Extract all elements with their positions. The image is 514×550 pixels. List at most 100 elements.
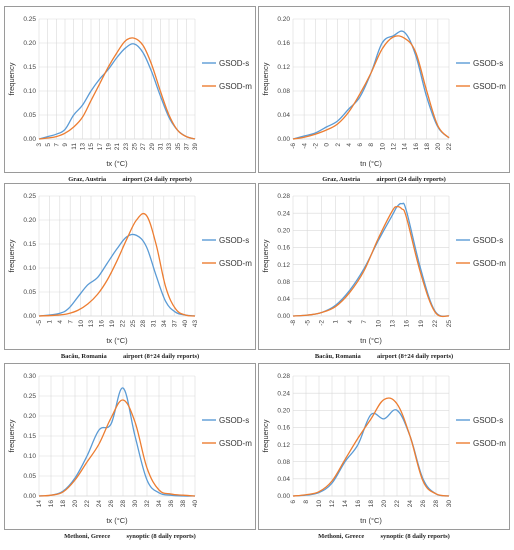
legend-label: GSOD-s bbox=[473, 59, 503, 68]
chart-panel: 0.00 0.04 0.08 0.12 0.16 0.20 0.24 0.28 6 8 10 12 14… bbox=[258, 363, 510, 530]
y-tick-label: 0.25 bbox=[23, 393, 36, 400]
chart-caption: Methoni, Greece synoptic (8 daily report… bbox=[64, 533, 196, 540]
x-tick-label: 12 bbox=[329, 500, 336, 508]
y-tick-label: 0.08 bbox=[277, 459, 290, 466]
x-tick-label: 34 bbox=[156, 500, 163, 508]
y-tick-label: 0.16 bbox=[277, 40, 290, 47]
x-tick-label: 13 bbox=[389, 320, 396, 328]
x-axis-label: tx (°C) bbox=[106, 516, 128, 525]
y-tick-label: 0.25 bbox=[23, 193, 36, 200]
x-tick-label: 34 bbox=[161, 320, 168, 328]
x-tick-label: 16 bbox=[99, 320, 106, 328]
y-tick-label: 0.28 bbox=[277, 193, 290, 200]
x-tick-label: 40 bbox=[182, 320, 189, 328]
legend-label: GSOD-m bbox=[219, 439, 252, 448]
y-tick-label: 0.12 bbox=[277, 442, 290, 449]
y-tick-label: 0.10 bbox=[23, 265, 36, 272]
x-tick-label: -2 bbox=[319, 320, 326, 326]
x-tick-label: 13 bbox=[80, 143, 87, 151]
x-tick-label: 21 bbox=[114, 143, 121, 151]
y-tick-label: 0.28 bbox=[277, 373, 290, 380]
x-tick-label: 14 bbox=[36, 500, 43, 508]
x-tick-label: 16 bbox=[404, 320, 411, 328]
chart-caption: Bacău, Romania airport (8÷24 daily repor… bbox=[314, 353, 454, 360]
y-tick-label: 0.12 bbox=[277, 64, 290, 71]
x-tick-label: 18 bbox=[60, 500, 67, 508]
x-tick-label: 28 bbox=[433, 500, 440, 508]
chart-svg: 0.000.050.100.150.200.253 5 7 9 11 13 15 17 19 21… bbox=[7, 16, 252, 168]
x-tick-label: 20 bbox=[72, 500, 79, 508]
x-tick-label: -4 bbox=[301, 143, 308, 149]
x-tick-label: 26 bbox=[420, 500, 427, 508]
x-tick-label: 22 bbox=[432, 320, 439, 328]
y-tick-label: 0.20 bbox=[23, 40, 36, 47]
x-axis-label: tx (°C) bbox=[106, 159, 128, 168]
y-tick-label: 0.20 bbox=[277, 227, 290, 234]
chart-caption: Bacău, Romania airport (8÷24 daily repor… bbox=[60, 353, 200, 360]
legend-label: GSOD-s bbox=[473, 236, 503, 245]
x-tick-label: 16 bbox=[48, 500, 55, 508]
y-tick-label: 0.10 bbox=[23, 88, 36, 95]
x-tick-label: 16 bbox=[355, 500, 362, 508]
x-tick-label: 7 bbox=[361, 320, 368, 324]
chart-svg: 0.00 0.05 0.10 0.15 0.20 0.25 -5 1 4 7 10 13 16 19 22 2… bbox=[7, 193, 252, 345]
x-tick-label: 3 bbox=[36, 143, 43, 147]
x-tick-label: 6 bbox=[357, 143, 364, 147]
x-tick-label: 20 bbox=[381, 500, 388, 508]
x-tick-label: 10 bbox=[375, 320, 382, 328]
chart-svg: 0.00 0.05 0.10 0.15 0.20 0.25 0.30 14 16 18 20 22 24… bbox=[7, 373, 252, 525]
x-tick-label: 26 bbox=[108, 500, 115, 508]
x-tick-label: 28 bbox=[120, 500, 127, 508]
x-tick-label: 19 bbox=[418, 320, 425, 328]
x-tick-label: 17 bbox=[97, 143, 104, 151]
x-tick-label: 30 bbox=[446, 500, 453, 508]
series-line-gsod-s bbox=[38, 387, 196, 497]
x-tick-label: 24 bbox=[407, 500, 414, 508]
x-tick-label: 10 bbox=[316, 500, 323, 508]
x-tick-label: -5 bbox=[36, 320, 43, 326]
series-line-gsod-s bbox=[38, 233, 196, 317]
x-tick-label: 22 bbox=[84, 500, 91, 508]
x-tick-label: 8 bbox=[368, 143, 375, 147]
x-tick-label: 23 bbox=[123, 143, 130, 151]
x-tick-label: 32 bbox=[144, 500, 151, 508]
y-tick-label: 0.16 bbox=[277, 425, 290, 432]
y-tick-label: 0.00 bbox=[277, 136, 290, 143]
x-tick-label: 14 bbox=[342, 500, 349, 508]
x-tick-label: 33 bbox=[166, 143, 173, 151]
x-tick-label: 18 bbox=[424, 143, 431, 151]
y-axis-label: frequency bbox=[7, 419, 16, 452]
x-tick-label: 7 bbox=[67, 320, 74, 324]
y-tick-label: 0.00 bbox=[277, 493, 290, 500]
chart-panel: 0.00 0.04 0.08 0.12 0.16 0.20 -6 -4 -2 0 2 4 6 8 10 12 1… bbox=[258, 6, 510, 173]
chart-caption: Methoni, Greece synoptic (8 daily report… bbox=[318, 533, 450, 540]
x-tick-label: 39 bbox=[192, 143, 199, 151]
x-axis-label: tx (°C) bbox=[106, 336, 128, 345]
chart-panel: 0.00 0.05 0.10 0.15 0.20 0.25 3 5 7 9 11 13 15 17 19 21… bbox=[4, 6, 256, 173]
x-tick-label: 6 bbox=[290, 500, 297, 504]
x-tick-label: 25 bbox=[446, 320, 453, 328]
x-tick-label: 22 bbox=[394, 500, 401, 508]
legend-label: GSOD-m bbox=[473, 439, 506, 448]
x-tick-label: 31 bbox=[151, 320, 158, 328]
chart-caption: Graz, Austria airport (24 daily reports) bbox=[322, 176, 446, 183]
x-tick-label: 36 bbox=[168, 500, 175, 508]
x-tick-label: 43 bbox=[192, 320, 199, 328]
y-tick-label: 0.24 bbox=[277, 390, 290, 397]
y-tick-label: 0.12 bbox=[277, 262, 290, 269]
x-tick-label: 4 bbox=[346, 143, 353, 147]
legend-label: GSOD-s bbox=[473, 416, 503, 425]
y-tick-label: 0.20 bbox=[23, 413, 36, 420]
chart-caption: Graz, Austria airport (24 daily reports) bbox=[68, 176, 192, 183]
x-tick-label: 37 bbox=[184, 143, 191, 151]
x-tick-label: 0 bbox=[324, 143, 331, 147]
y-tick-label: 0.04 bbox=[277, 296, 290, 303]
y-tick-label: 0.15 bbox=[23, 433, 36, 440]
y-tick-label: 0.05 bbox=[23, 473, 36, 480]
series-line-gsod-m bbox=[38, 37, 196, 140]
chart-svg: 0.00 0.04 0.08 0.12 0.16 0.20 0.24 0.28 -8 -5 -2 1 4… bbox=[261, 193, 506, 345]
x-tick-label: 27 bbox=[140, 143, 147, 151]
x-tick-label: 14 bbox=[402, 143, 409, 151]
y-axis-label: frequency bbox=[261, 419, 270, 452]
